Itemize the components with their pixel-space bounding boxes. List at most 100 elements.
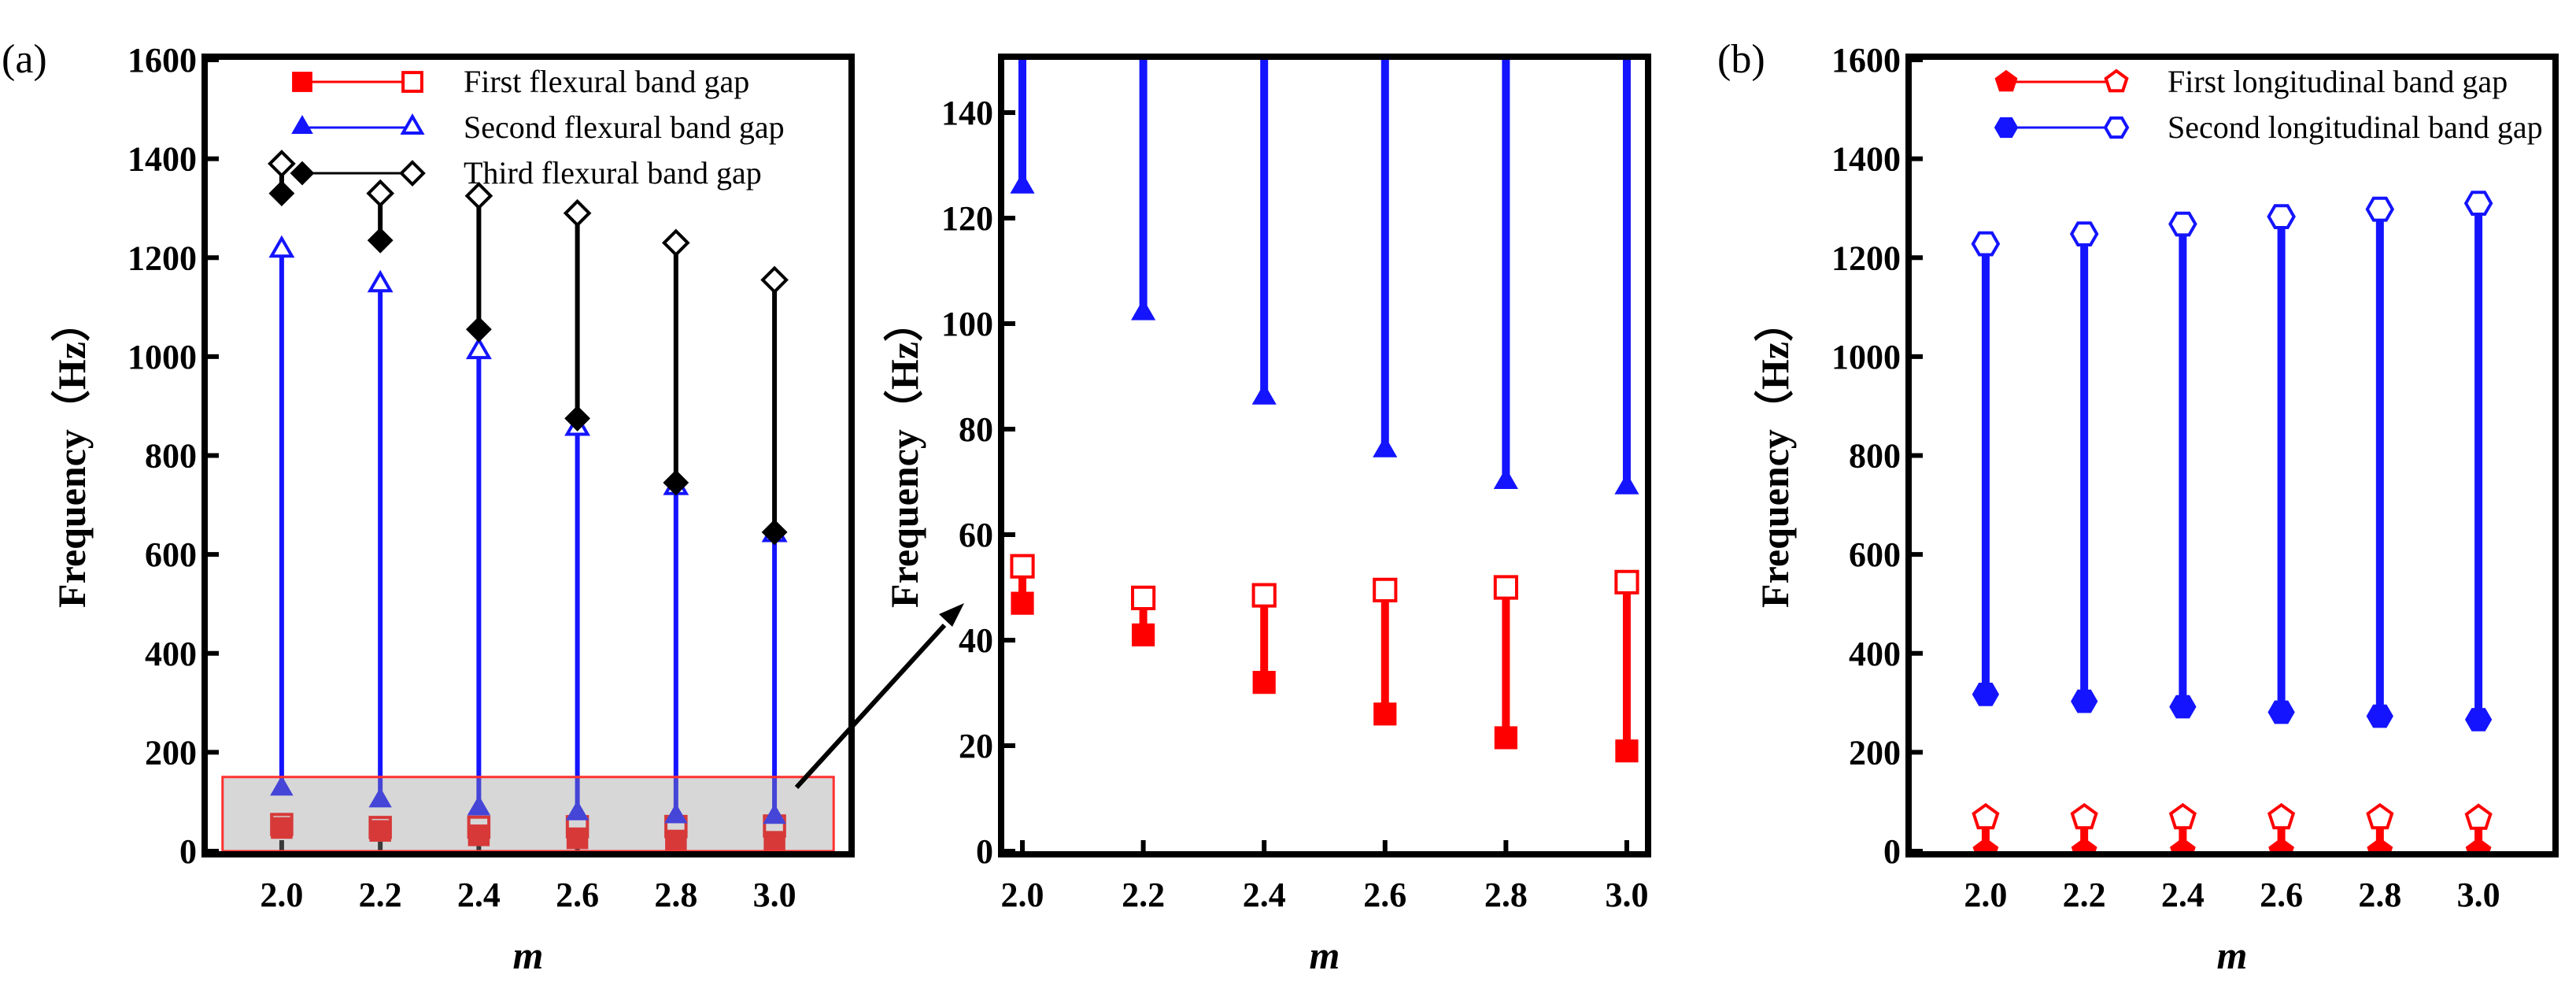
x-tick-label: 2.2 [359,876,402,914]
legend-marker-open [2104,69,2129,93]
y-tick-label: 0 [1883,832,1901,871]
panel-zoom-marks [1010,60,1639,763]
lower-marker [1615,739,1639,763]
legend-marker-open [399,160,426,187]
upper-marker [1251,583,1277,608]
series-second-flexural-band-gap [268,235,788,824]
y-tick-label: 120 [941,199,993,238]
lower-marker [1132,623,1155,646]
legend-label: First longitudinal band gap [2168,64,2508,99]
y-tick-label: 200 [1849,733,1901,772]
upper-marker [1010,554,1035,579]
y-tick-label: 40 [959,621,993,660]
x-tick-label: 2.0 [260,876,303,914]
lower-marker [2464,708,2493,731]
upper-marker [1131,585,1156,610]
panel-b-legend: First longitudinal band gap Second longit… [1994,64,2543,145]
lower-marker [2268,837,2294,851]
x-tick-label: 2.4 [1243,876,1286,914]
y-tick-label: 200 [145,733,197,772]
zoom-highlight-region [221,776,835,853]
x-tick-label: 2.2 [2063,876,2106,914]
upper-marker [2463,191,2493,216]
y-tick-label: 800 [145,437,197,476]
x-tick-label: 2.6 [556,876,599,914]
legend-marker-open [2103,116,2130,139]
panel-b-y-axis-label: Frequency（Hz） [1753,302,1797,608]
y-tick-label: 1600 [1831,41,1901,80]
y-tick-label: 100 [941,305,993,343]
lower-marker [761,519,788,546]
lower-marker [1494,726,1517,750]
lower-marker [2267,700,2295,724]
panel-b-label: (b) [1717,37,1765,82]
y-tick-label: 1200 [1831,239,1901,277]
upper-marker [2168,211,2197,237]
panel-zoom-x-axis-label: m [1310,933,1340,977]
x-tick-label: 2.4 [457,876,501,914]
x-tick-label: 3.0 [753,876,796,914]
lower-marker [1373,702,1397,726]
series-first-flexural-band-gap [1010,554,1639,763]
y-tick-label: 1000 [1831,338,1901,376]
series-first-longitudinal-band-gap [1972,802,2493,851]
y-tick-label: 600 [1849,535,1901,574]
upper-marker [367,269,394,293]
upper-marker [2365,196,2395,222]
x-tick-label: 2.8 [1484,876,1528,914]
panel-a-y-axis-label: Frequency（Hz） [50,302,94,608]
panel-b: (b) 0 200 400 600 800 1000 1200 1400 1600 2.0 2.2… [1717,37,2559,977]
lower-marker [2071,837,2097,851]
series-third-flexural-band-gap [268,150,789,546]
x-tick-label: 2.6 [2260,876,2303,914]
panel-a-marks [221,150,835,853]
legend-marker-open [401,71,423,93]
lower-marker [468,824,490,846]
legend-entry: Second longitudinal band gap [1994,109,2543,145]
panel-b-x-ticks: 2.0 2.2 2.4 2.6 2.8 3.0 [1964,840,2500,914]
lower-marker [368,787,392,808]
upper-marker [2464,803,2493,830]
lower-marker [1252,671,1276,694]
lower-marker [2465,837,2492,851]
lower-marker [566,827,589,850]
legend-label: First flexural band gap [464,64,749,99]
legend-entry: Second flexural band gap [291,109,785,145]
x-tick-label: 2.4 [2161,876,2205,914]
panel-b-marks [1971,191,2493,851]
panel-b-y-ticks: 0 200 400 600 800 1000 1200 1400 1600 [1831,41,1923,871]
x-tick-label: 3.0 [1605,876,1648,914]
upper-marker [464,181,493,210]
upper-marker [1493,575,1518,600]
legend-marker-filled [1994,69,2018,92]
lower-marker [564,405,591,431]
upper-marker [2267,802,2296,830]
y-tick-label: 400 [145,635,197,673]
y-tick-label: 0 [179,832,197,871]
zoom-arrow [794,603,964,790]
x-tick-label: 2.6 [1363,876,1406,914]
y-tick-label: 140 [941,94,993,132]
y-tick-label: 1200 [128,239,197,277]
legend-entry: First flexural band gap [292,64,749,99]
panel-a-legend: First flexural band gap Second flexural b… [290,64,785,191]
y-tick-label: 60 [959,516,993,554]
panel-a-frame [201,54,855,857]
upper-marker [1373,577,1398,602]
upper-marker [366,179,395,208]
y-tick-label: 800 [1849,437,1901,476]
lower-marker [1373,435,1398,457]
series-second-longitudinal-band-gap [1971,191,2493,731]
legend-label: Second flexural band gap [464,109,785,145]
lower-marker [2170,837,2196,851]
y-tick-label: 1600 [128,41,197,80]
upper-marker [760,265,789,294]
y-tick-label: 0 [976,832,993,871]
y-tick-label: 80 [959,410,993,449]
lower-marker [367,227,394,254]
y-tick-label: 1000 [128,338,197,376]
upper-marker [465,336,492,360]
lower-marker [268,180,295,207]
upper-marker [2168,802,2197,830]
